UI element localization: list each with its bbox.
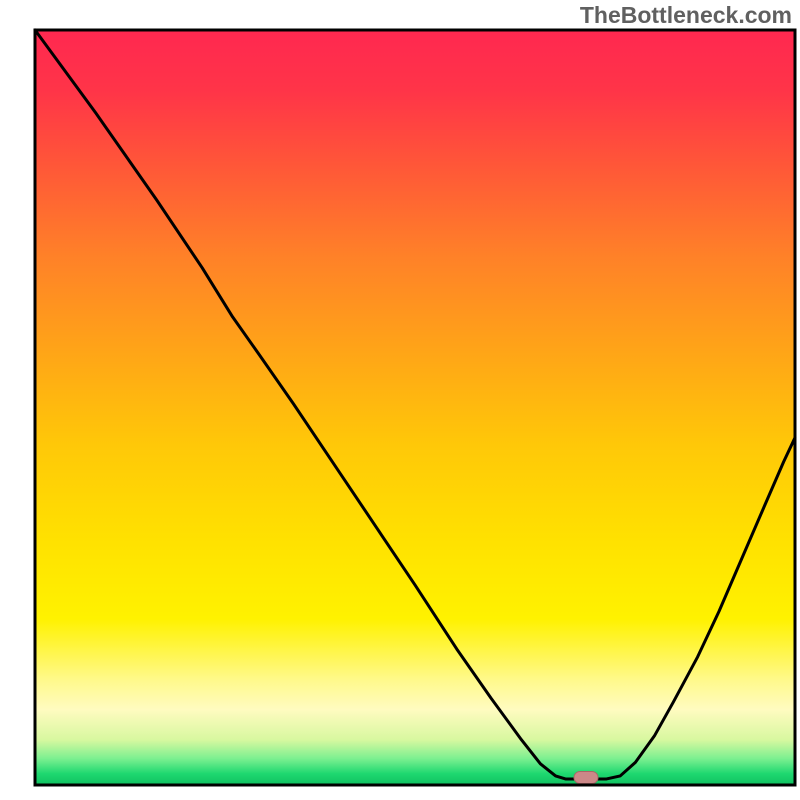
optimum-marker	[574, 771, 598, 783]
chart-root: { "watermark": "TheBottleneck.com", "cha…	[0, 0, 800, 800]
watermark-text: TheBottleneck.com	[580, 2, 792, 29]
bottleneck-chart	[0, 0, 800, 800]
chart-background	[35, 30, 795, 785]
